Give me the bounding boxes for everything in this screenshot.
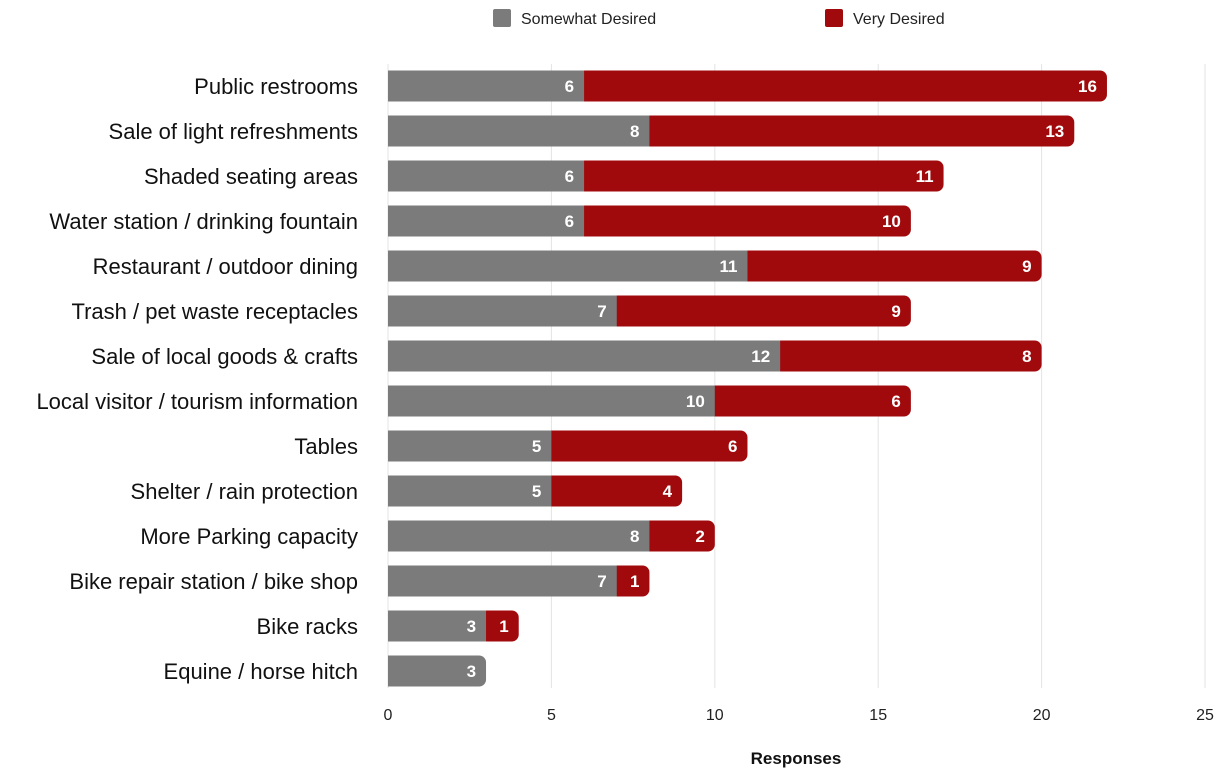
bar-row: 6 10	[388, 205, 911, 237]
x-tick-label: 20	[1033, 707, 1051, 724]
category-label: More Parking capacity	[140, 524, 358, 549]
bar-value-label: 13	[1045, 122, 1064, 141]
bar-row: 8 13	[388, 115, 1075, 147]
bar-somewhat-desired	[388, 160, 585, 192]
bar-value-label: 6	[891, 392, 900, 411]
bar-row: 12 8	[388, 340, 1042, 372]
bar-somewhat-desired	[388, 565, 617, 597]
bar-value-label: 6	[565, 212, 574, 231]
bar-value-label: 5	[532, 482, 541, 501]
bar-value-label: 12	[751, 347, 770, 366]
bar-somewhat-desired	[388, 250, 748, 282]
bar-somewhat-desired	[388, 475, 552, 507]
category-label: Bike racks	[257, 614, 358, 639]
category-label: Restaurant / outdoor dining	[93, 254, 358, 279]
bar-value-label: 8	[630, 527, 639, 546]
bar-value-label: 8	[1022, 347, 1031, 366]
x-tick-label: 25	[1196, 707, 1214, 724]
legend-label-very-desired: Very Desired	[853, 11, 945, 28]
category-label: Sale of light refreshments	[109, 119, 358, 144]
bar-row: 10 6	[388, 385, 911, 417]
bar-row: 6 11	[388, 160, 944, 192]
bar-row: 11 9	[388, 250, 1042, 282]
bar-somewhat-desired	[388, 70, 585, 102]
bar-somewhat-desired	[388, 430, 552, 462]
bar-row: 3	[388, 655, 487, 687]
legend-swatch-very-desired	[825, 9, 843, 27]
bar-value-label: 3	[467, 662, 476, 681]
bar-value-label: 10	[686, 392, 705, 411]
category-label: Sale of local goods & crafts	[91, 344, 358, 369]
legend-swatch-somewhat-desired	[493, 9, 511, 27]
category-label: Local visitor / tourism information	[36, 389, 358, 414]
bar-value-label: 4	[663, 482, 673, 501]
category-label: Equine / horse hitch	[164, 659, 358, 684]
bar-somewhat-desired-fill	[388, 655, 479, 687]
bar-somewhat-desired	[388, 295, 617, 327]
bar-value-label: 5	[532, 437, 541, 456]
category-label: Public restrooms	[194, 74, 358, 99]
bar-somewhat-desired	[388, 340, 781, 372]
category-labels: Public restrooms Sale of light refreshmen…	[36, 74, 358, 684]
bar-value-label: 1	[499, 617, 508, 636]
bar-value-label: 6	[565, 77, 574, 96]
bar-value-label: 2	[695, 527, 704, 546]
bar-value-label: 8	[630, 122, 639, 141]
bar-value-label: 9	[891, 302, 900, 321]
category-label: Bike repair station / bike shop	[69, 569, 358, 594]
bar-value-label: 7	[597, 572, 606, 591]
bar-somewhat-desired	[388, 520, 650, 552]
category-label: Trash / pet waste receptacles	[71, 299, 358, 324]
bar-somewhat-desired	[388, 610, 487, 642]
x-tick-label: 15	[869, 707, 887, 724]
legend: Somewhat Desired Very Desired	[493, 9, 945, 28]
bar-value-label: 3	[467, 617, 476, 636]
bar-somewhat-desired	[388, 385, 715, 417]
category-label: Water station / drinking fountain	[49, 209, 358, 234]
bar-value-label: 7	[597, 302, 606, 321]
bar-value-label: 6	[728, 437, 737, 456]
bar-value-label: 1	[630, 572, 639, 591]
bar-somewhat-desired	[388, 205, 585, 237]
bar-somewhat-desired	[388, 115, 650, 147]
bar-value-label: 11	[719, 257, 737, 276]
bar-value-label: 11	[916, 167, 934, 186]
bar-value-label: 10	[882, 212, 901, 231]
bar-value-label: 6	[565, 167, 574, 186]
category-label: Shelter / rain protection	[131, 479, 358, 504]
bar-value-label: 16	[1078, 77, 1097, 96]
x-tick-label: 5	[547, 707, 556, 724]
x-axis-ticks: 0 5 10 15 20 25	[384, 707, 1214, 724]
legend-label-somewhat-desired: Somewhat Desired	[521, 11, 656, 28]
x-tick-label: 10	[706, 707, 724, 724]
bar-row: 6 16	[388, 70, 1107, 102]
x-tick-label: 0	[384, 707, 393, 724]
category-label: Tables	[294, 434, 358, 459]
bar-value-label: 9	[1022, 257, 1031, 276]
x-axis-title: Responses	[751, 749, 842, 768]
category-label: Shaded seating areas	[144, 164, 358, 189]
